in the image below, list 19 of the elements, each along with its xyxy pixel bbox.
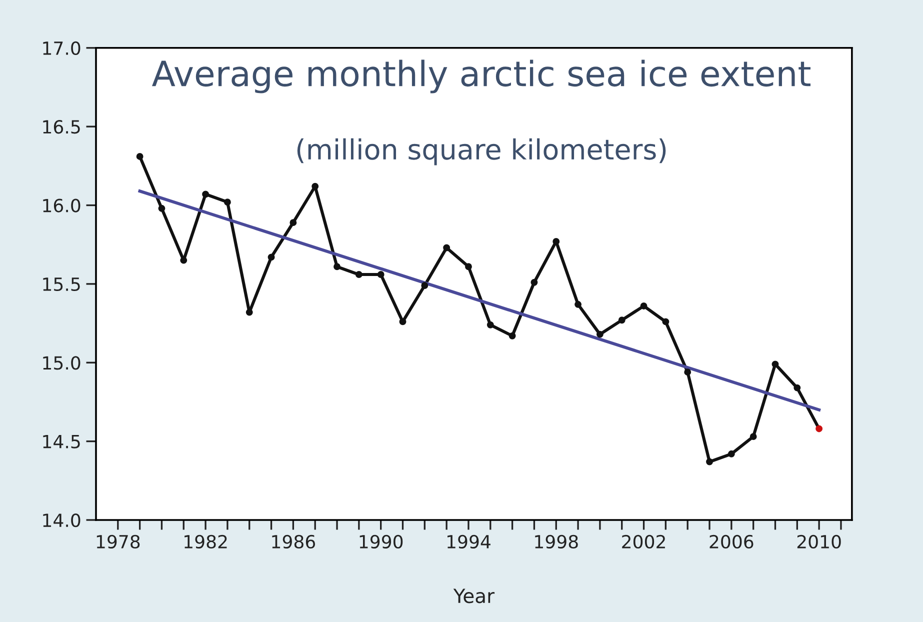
- x-tick-label: 1978: [96, 534, 140, 549]
- x-tick-label: 1994: [447, 534, 490, 549]
- x-axis-title: Year: [453, 588, 495, 604]
- y-tick-label: 14.0: [43, 513, 80, 528]
- text: (million square kilometers): [297, 138, 666, 166]
- y-tick-label: 16.5: [43, 120, 80, 134]
- x-tick-label: 1990: [360, 534, 403, 549]
- x-tick-label: 1982: [184, 534, 227, 549]
- y-tick-label: 15.0: [43, 356, 80, 370]
- x-tick-label: 1986: [272, 534, 316, 549]
- x-tick-label: 1998: [535, 534, 578, 549]
- x-tick-label: 2006: [710, 534, 754, 549]
- chart-title: Average monthly arctic sea ice extent: [152, 60, 810, 94]
- y-tick-label: 17.0: [43, 41, 80, 56]
- y-tick-label: 14.5: [43, 435, 80, 448]
- x-tick-label: 2002: [622, 534, 665, 549]
- x-tick-label: 2010: [797, 534, 841, 549]
- y-tick-label: 15.5: [43, 278, 80, 292]
- y-tick-label: 16.0: [43, 198, 80, 212]
